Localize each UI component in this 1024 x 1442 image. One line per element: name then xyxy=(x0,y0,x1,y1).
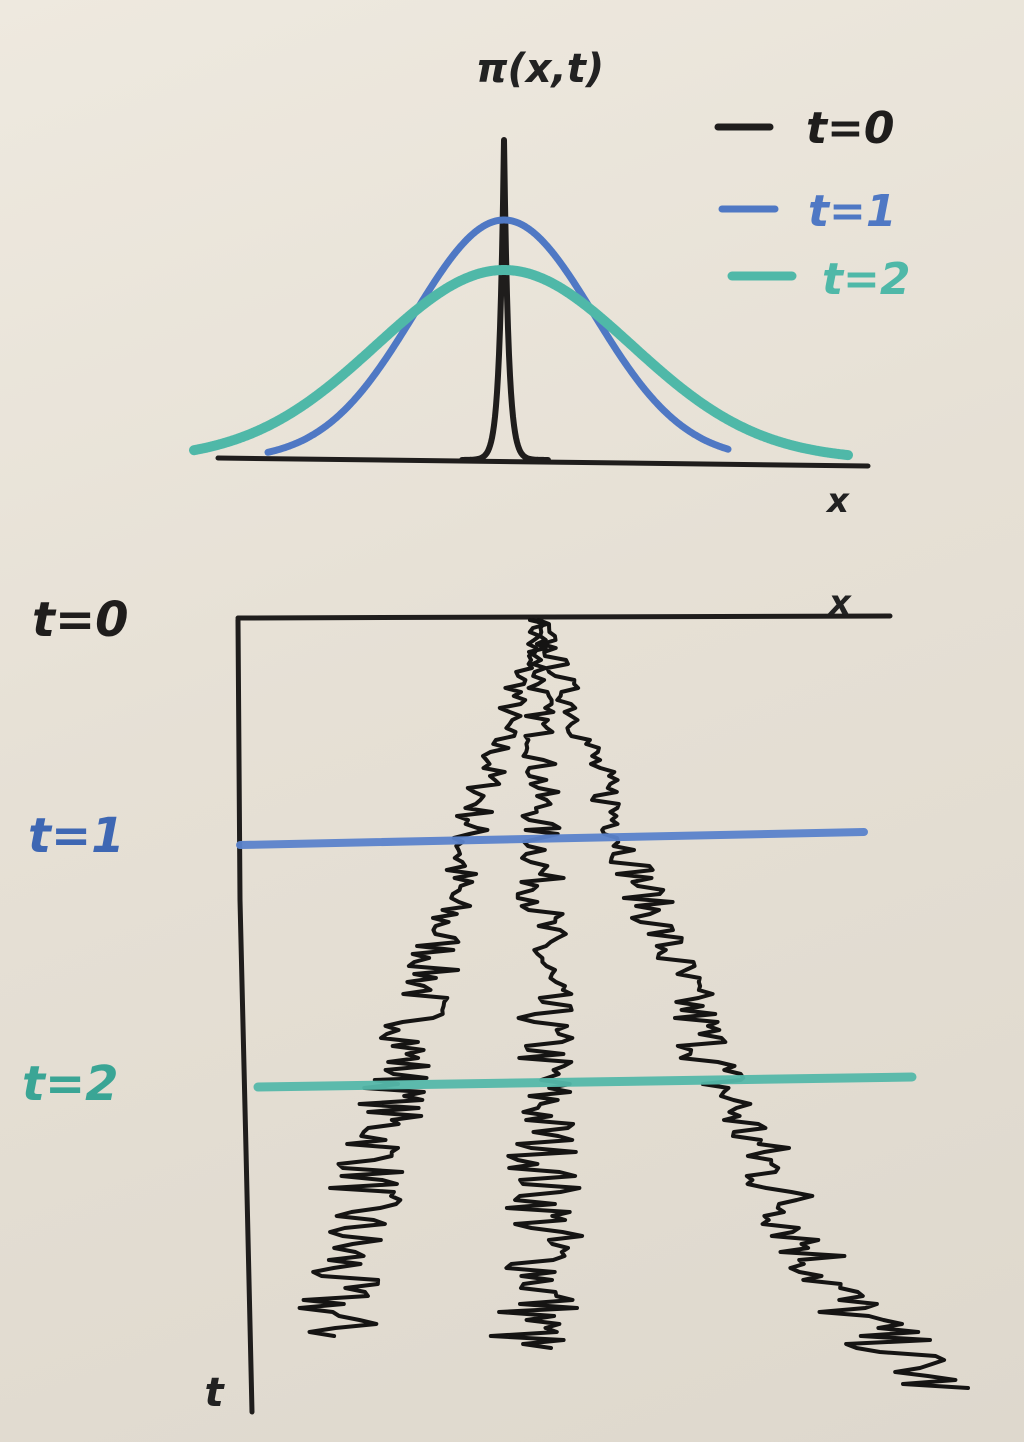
time-label-t1: t=1 xyxy=(28,808,125,864)
distribution-curve-t1 xyxy=(264,216,732,456)
legend-entry-t0: t=0 xyxy=(714,103,895,154)
time-label-t0: t=0 xyxy=(32,592,129,648)
time-label-t2: t=2 xyxy=(22,1056,119,1112)
trajectory-t-axis-label: t xyxy=(204,1370,225,1416)
time-slice-t2 xyxy=(253,1072,917,1092)
random-walk-paths xyxy=(297,618,970,1390)
trajectory-t-axis xyxy=(235,617,255,1415)
random-walk-path-1 xyxy=(297,618,550,1338)
trajectory-x-axis-label: x xyxy=(827,583,852,623)
time-slice-t1 xyxy=(236,828,868,849)
distribution-plot: π(x,t) x t=0 t=1 t=2 xyxy=(189,46,911,521)
trajectory-plot: x t t=0 t=1 t=2 xyxy=(22,583,970,1416)
random-walk-path-2 xyxy=(488,618,585,1350)
legend-entry-t2: t=2 xyxy=(727,254,911,305)
distribution-curve-t0 xyxy=(459,137,551,463)
distribution-plot-title: π(x,t) xyxy=(476,46,604,92)
legend-entry-t1: t=1 xyxy=(718,186,897,237)
distribution-curve-t2 xyxy=(189,265,853,461)
legend-label-t2: t=2 xyxy=(822,254,911,305)
legend-label-t0: t=0 xyxy=(806,103,895,154)
distribution-x-axis xyxy=(215,455,871,469)
trajectory-x-axis xyxy=(235,613,893,621)
random-walk-path-3 xyxy=(536,618,970,1390)
legend-label-t1: t=1 xyxy=(808,186,897,237)
distribution-curves xyxy=(189,137,853,463)
legend: t=0 t=1 t=2 xyxy=(714,103,911,305)
distribution-x-axis-label: x xyxy=(825,481,850,521)
